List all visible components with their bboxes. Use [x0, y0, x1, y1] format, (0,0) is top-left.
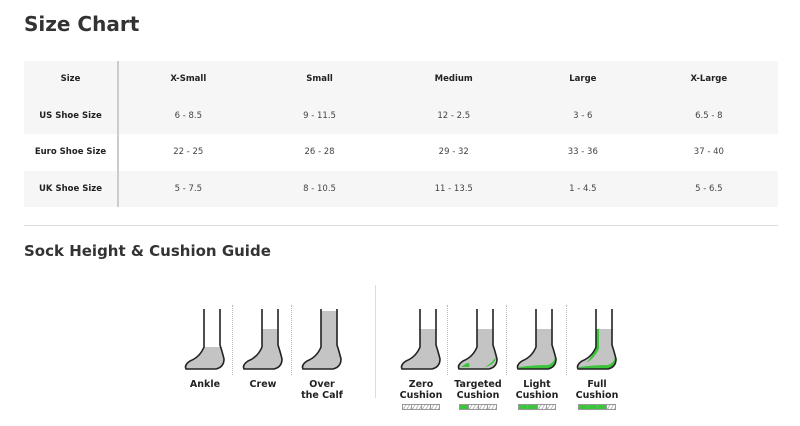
table-cell: 3 - 6: [573, 110, 593, 121]
cushion-label: Zero Cushion: [399, 379, 443, 401]
sock-label: Ankle: [189, 379, 221, 390]
row-label: US Shoe Size: [24, 97, 119, 134]
cushion-full: Full Cushion: [568, 305, 626, 410]
header-xsmall: X-Small: [170, 74, 207, 85]
table-cell: 26 - 28: [304, 147, 335, 158]
guide-divider: [375, 285, 376, 398]
table-cell: 37 - 40: [693, 147, 724, 158]
sock-foot-icon: [516, 309, 557, 370]
divider: [24, 225, 778, 226]
table-cell: 5 - 7.5: [174, 183, 202, 194]
row-label: UK Shoe Size: [24, 170, 119, 207]
table-cell: 12 - 2.5: [437, 110, 471, 121]
cushion-light: Light Cushion: [508, 305, 566, 410]
sock-height-calf: Over the Calf: [293, 305, 351, 401]
table-cell: 29 - 32: [438, 147, 469, 158]
separator: [506, 305, 507, 375]
table-cell: 1 - 4.5: [569, 183, 597, 194]
table-cell: 11 - 13.5: [434, 183, 473, 194]
sock-foot-icon: [457, 309, 498, 370]
sock-foot-icon: [576, 309, 617, 370]
table-cell: 33 - 36: [567, 147, 598, 158]
separator: [232, 305, 233, 375]
header-medium: Medium: [434, 74, 473, 85]
header-xlarge: X-Large: [690, 74, 728, 85]
row-label: Euro Shoe Size: [24, 134, 119, 171]
sock-foot-icon: [400, 309, 441, 370]
cushion-label: Targeted Cushion: [454, 379, 502, 401]
table-row: US Shoe Size 6 - 8.5 9 - 11.5 12 - 2.5 3 - 6…: [24, 97, 778, 134]
separator: [447, 305, 448, 375]
table-cell: 8 - 10.5: [303, 183, 336, 194]
sock-height-ankle: Ankle: [176, 305, 234, 390]
cushion-label: Full Cushion: [575, 379, 619, 401]
table-cell: 22 - 25: [173, 147, 204, 158]
sock-height-crew: Crew: [234, 305, 292, 390]
sock-label: Crew: [249, 379, 277, 390]
table-row: UK Shoe Size 5 - 7.5 8 - 10.5 11 - 13.5 1 - …: [24, 170, 778, 207]
table-row: Euro Shoe Size 22 - 25 26 - 28 29 - 32 33 - …: [24, 134, 778, 171]
cushion-targeted: Targeted Cushion: [449, 305, 507, 410]
cushion-level-bar: [459, 404, 497, 410]
cushion-label: Light Cushion: [515, 379, 559, 401]
table-cell: 6.5 - 8: [695, 110, 723, 121]
separator: [566, 305, 567, 375]
header-size: Size: [24, 61, 119, 98]
table-cell: 5 - 6.5: [695, 183, 723, 194]
sock-foot-icon: [184, 309, 225, 370]
cushion-zero: Zero Cushion: [392, 305, 450, 410]
guide-title: Sock Height & Cushion Guide: [24, 242, 271, 260]
sock-label: Over the Calf: [301, 379, 343, 401]
header-large: Large: [569, 74, 597, 85]
cushion-level-bar: [578, 404, 616, 410]
sock-foot-icon: [301, 309, 342, 370]
sock-foot-icon: [242, 309, 283, 370]
table-cell: 6 - 8.5: [174, 110, 202, 121]
table-header-row: Size X-Small Small Medium Large X-Large: [24, 61, 778, 98]
size-table: Size X-Small Small Medium Large X-Large …: [24, 61, 778, 207]
cushion-level-bar: [402, 404, 440, 410]
header-small: Small: [306, 74, 333, 85]
page-title: Size Chart: [24, 12, 140, 36]
table-cell: 9 - 11.5: [303, 110, 336, 121]
separator: [291, 305, 292, 375]
cushion-level-bar: [518, 404, 556, 410]
